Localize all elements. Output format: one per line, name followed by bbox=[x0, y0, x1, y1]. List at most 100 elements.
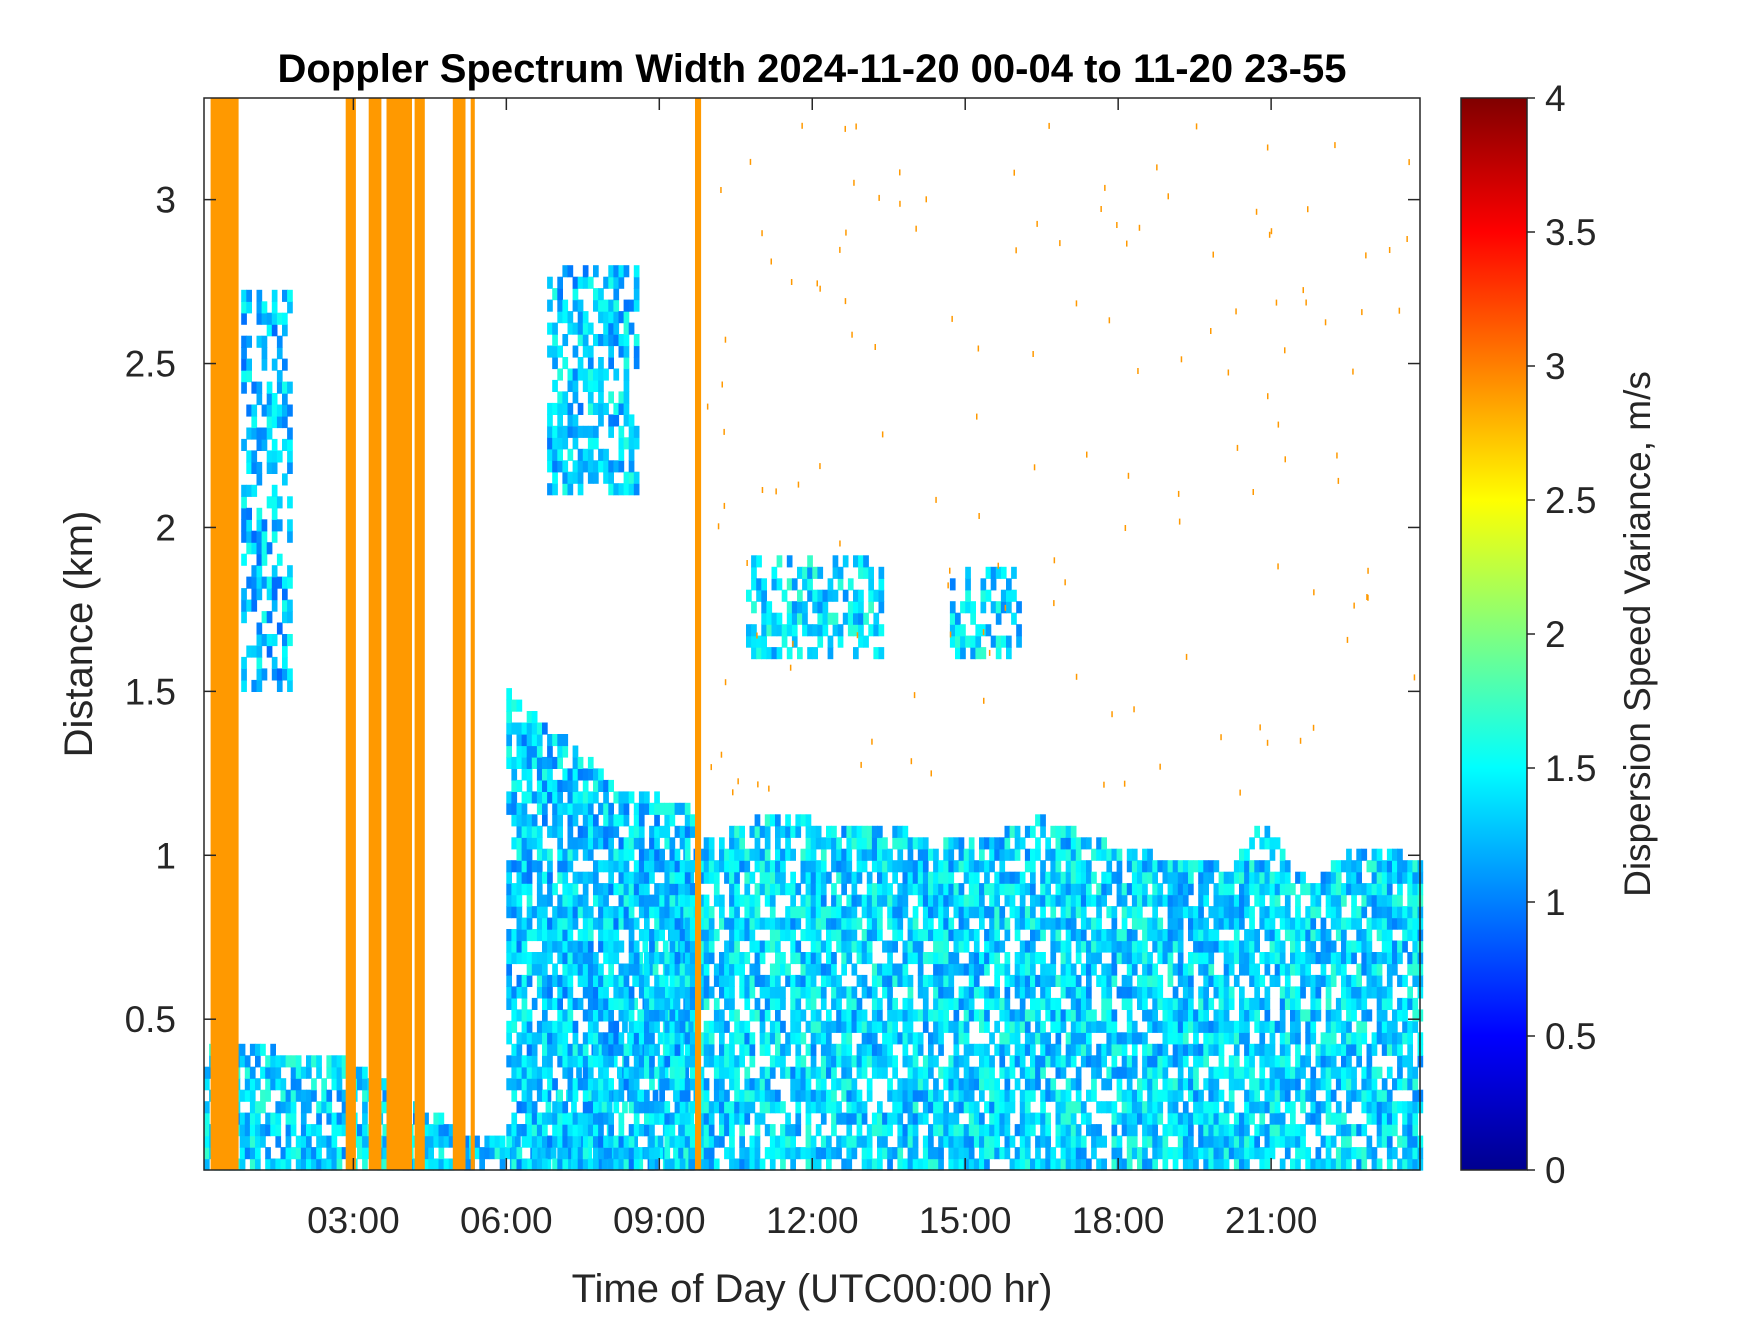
heatmap-cell bbox=[300, 1089, 307, 1102]
heatmap-cell bbox=[1182, 1009, 1189, 1022]
heatmap-cell bbox=[749, 917, 756, 930]
heatmap-cell bbox=[603, 825, 609, 838]
heatmap-cell bbox=[805, 986, 812, 999]
heatmap-cell bbox=[633, 1124, 640, 1137]
heatmap-cell bbox=[618, 963, 625, 976]
heatmap-cell bbox=[815, 837, 822, 850]
heatmap-cell bbox=[1147, 1078, 1153, 1091]
heatmap-cell bbox=[562, 402, 569, 415]
heatmap-cell bbox=[509, 1135, 516, 1148]
heatmap-cell bbox=[771, 624, 778, 637]
heatmap-cell bbox=[1208, 1078, 1215, 1091]
heatmap-cell bbox=[1412, 963, 1419, 976]
heatmap-cell bbox=[684, 871, 691, 884]
heatmap-cell bbox=[795, 952, 802, 965]
heatmap-cell bbox=[820, 1135, 827, 1148]
heatmap-cell bbox=[511, 986, 518, 999]
heatmap-cell bbox=[775, 1032, 781, 1045]
heatmap-cell bbox=[805, 1101, 812, 1114]
heatmap-cell bbox=[669, 1078, 676, 1091]
heatmap-cell bbox=[902, 860, 909, 873]
heatmap-cell bbox=[810, 1158, 817, 1171]
heatmap-cell bbox=[438, 1135, 445, 1148]
heatmap-cell bbox=[633, 1020, 640, 1033]
heatmap-cell bbox=[979, 986, 985, 999]
heatmap-cell bbox=[780, 1147, 786, 1160]
heatmap-cell bbox=[826, 963, 832, 976]
heatmap-cell bbox=[582, 871, 589, 884]
heatmap-cell bbox=[657, 1147, 664, 1160]
heatmap-cell bbox=[1152, 974, 1158, 987]
heatmap-cell bbox=[516, 722, 523, 735]
heatmap-cell bbox=[878, 624, 885, 637]
heatmap-cell bbox=[759, 952, 766, 965]
heatmap-cell bbox=[1330, 1032, 1337, 1045]
heatmap-cell bbox=[928, 1032, 934, 1045]
heatmap-cell bbox=[1070, 1055, 1077, 1068]
heatmap-cell bbox=[644, 848, 650, 861]
heatmap-cell bbox=[521, 825, 528, 838]
heatmap-cell bbox=[800, 848, 807, 861]
heatmap-cell bbox=[1019, 1147, 1026, 1160]
heatmap-cell bbox=[703, 1135, 710, 1148]
heatmap-cell bbox=[521, 1055, 528, 1068]
heatmap-cell bbox=[542, 756, 548, 769]
heatmap-cell bbox=[820, 940, 827, 953]
heatmap-cell bbox=[1075, 1101, 1082, 1114]
heatmap-cell bbox=[567, 883, 574, 896]
heatmap-cell bbox=[526, 1089, 533, 1102]
heatmap-cell bbox=[1402, 1009, 1408, 1022]
heatmap-cell bbox=[336, 1055, 343, 1068]
heatmap-cell bbox=[948, 974, 955, 987]
heatmap-cell bbox=[545, 1101, 552, 1114]
heatmap-cell bbox=[837, 635, 844, 648]
heatmap-cell bbox=[659, 860, 665, 873]
heatmap-cell bbox=[851, 1089, 858, 1102]
heatmap-cell bbox=[917, 1089, 924, 1102]
heatmap-cell bbox=[1239, 952, 1245, 965]
heatmap-cell bbox=[1233, 871, 1240, 884]
heatmap-cell bbox=[516, 974, 523, 987]
heatmap-cell bbox=[1208, 1066, 1215, 1079]
heatmap-cell bbox=[1106, 906, 1113, 919]
heatmap-cell bbox=[785, 825, 791, 838]
heatmap-cell bbox=[955, 624, 961, 637]
heatmap-cell bbox=[1244, 1158, 1250, 1171]
heatmap-cell bbox=[516, 894, 523, 907]
heatmap-cell bbox=[938, 1009, 944, 1022]
heatmap-cell bbox=[1030, 1112, 1036, 1125]
heatmap-cell bbox=[1188, 1112, 1194, 1125]
heatmap-cell bbox=[1284, 917, 1291, 930]
heatmap-cell bbox=[953, 894, 960, 907]
heatmap-cell bbox=[861, 860, 868, 873]
heatmap-cell bbox=[1269, 837, 1276, 850]
heatmap-cell bbox=[1131, 906, 1138, 919]
heatmap-cell bbox=[877, 837, 883, 850]
heatmap-cell bbox=[1070, 986, 1077, 999]
heatmap-cell bbox=[1223, 952, 1230, 965]
heatmap-cell bbox=[678, 952, 684, 965]
heatmap-cell bbox=[1381, 986, 1388, 999]
heatmap-cell bbox=[1228, 963, 1235, 976]
heatmap-cell bbox=[877, 1101, 883, 1114]
heatmap-cell bbox=[684, 929, 691, 942]
heatmap-cell bbox=[729, 825, 735, 838]
heatmap-cell bbox=[1014, 952, 1021, 965]
heatmap-cell bbox=[618, 791, 625, 804]
heatmap-cell bbox=[572, 288, 579, 301]
heatmap-cell bbox=[562, 779, 569, 792]
heatmap-cell bbox=[260, 1089, 266, 1102]
heatmap-cell bbox=[628, 929, 635, 942]
heatmap-cell bbox=[729, 1158, 735, 1171]
heatmap-cell bbox=[994, 986, 1000, 999]
heatmap-cell bbox=[511, 906, 518, 919]
heatmap-cell bbox=[644, 1066, 650, 1079]
heatmap-cell bbox=[1111, 1112, 1118, 1125]
heatmap-cell bbox=[1259, 1101, 1266, 1114]
heatmap-cell bbox=[759, 986, 766, 999]
heatmap-cell bbox=[729, 1124, 735, 1137]
heatmap-cell bbox=[785, 917, 791, 930]
heatmap-cell bbox=[562, 963, 569, 976]
heatmap-cell bbox=[729, 1043, 735, 1056]
heatmap-cell bbox=[552, 357, 558, 370]
